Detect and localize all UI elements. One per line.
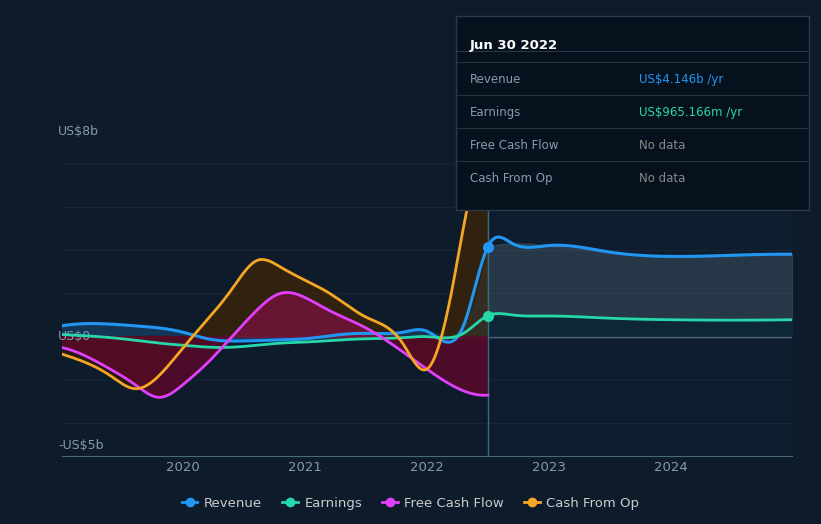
Text: -US$5b: -US$5b <box>58 439 103 452</box>
Text: US$0: US$0 <box>58 330 91 343</box>
Text: Free Cash Flow: Free Cash Flow <box>470 139 558 152</box>
Text: US$965.166m /yr: US$965.166m /yr <box>640 106 742 119</box>
Text: Revenue: Revenue <box>470 73 521 86</box>
Text: US$4.146b /yr: US$4.146b /yr <box>640 73 723 86</box>
Text: Jun 30 2022: Jun 30 2022 <box>470 39 558 52</box>
Text: Analysts Forecasts: Analysts Forecasts <box>494 119 610 132</box>
Legend: Revenue, Earnings, Free Cash Flow, Cash From Op: Revenue, Earnings, Free Cash Flow, Cash … <box>177 491 644 515</box>
Text: No data: No data <box>640 139 686 152</box>
Text: Cash From Op: Cash From Op <box>470 172 553 185</box>
Text: Earnings: Earnings <box>470 106 521 119</box>
Text: Past: Past <box>456 119 482 132</box>
Text: No data: No data <box>640 172 686 185</box>
Text: US$8b: US$8b <box>58 125 99 138</box>
Bar <box>488 141 792 456</box>
